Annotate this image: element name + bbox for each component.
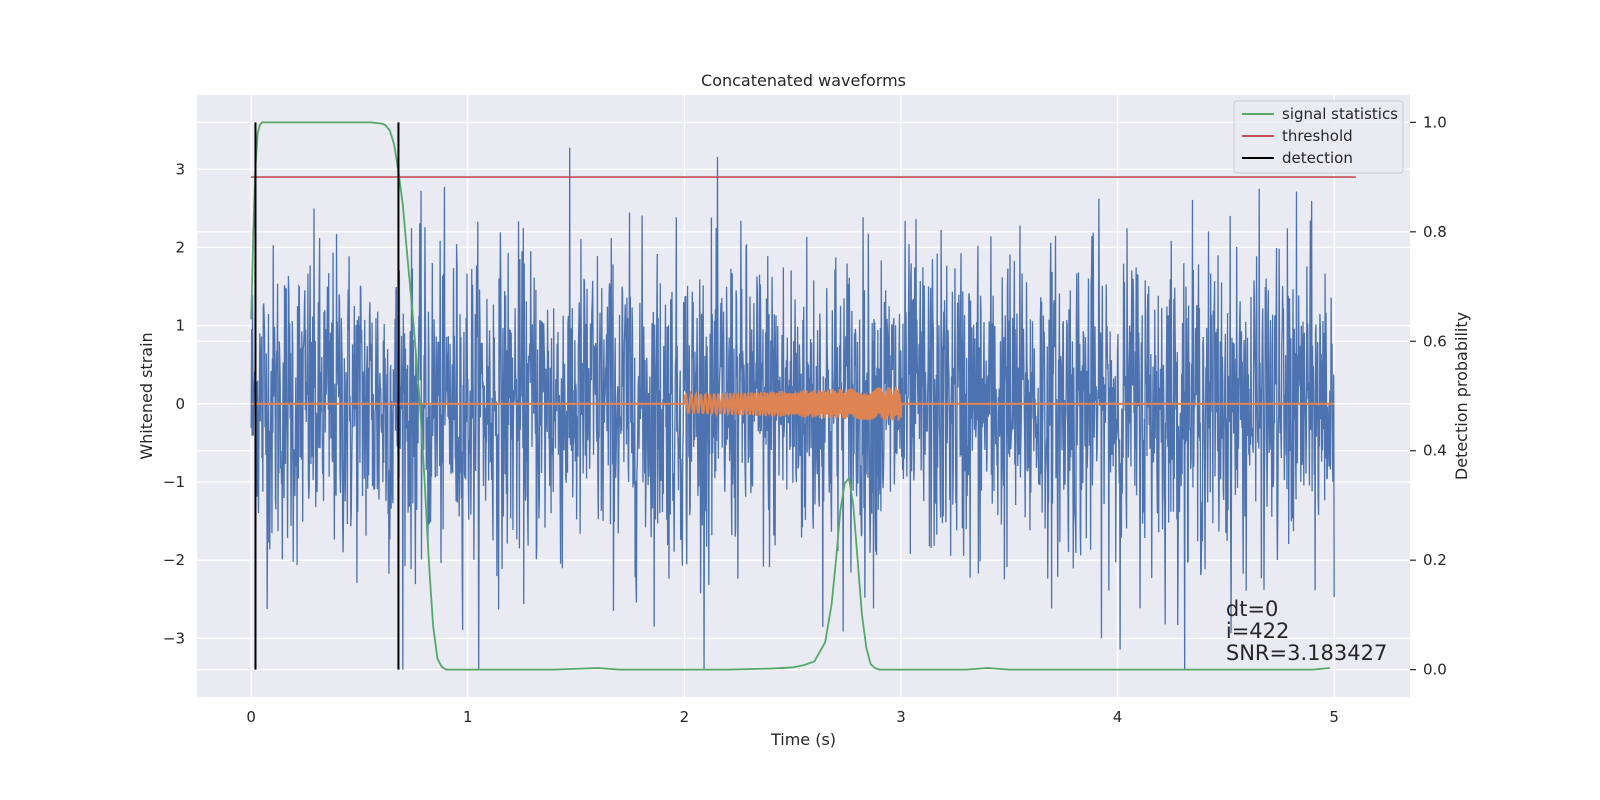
y-tick-label: −3: [163, 629, 185, 647]
y2-tick-label: 0.6: [1423, 332, 1447, 350]
y-tick-label: 1: [175, 317, 185, 335]
annotation: dt=0 i=422 SNR=3.183427: [1226, 597, 1387, 665]
x-tick-label: 4: [1113, 708, 1123, 726]
y2-tick-label: 0.8: [1423, 223, 1447, 241]
y-tick-label: 3: [175, 160, 185, 178]
y-tick-label: 2: [175, 238, 185, 256]
series-signal-statistics-line: [250, 121, 1330, 671]
y-tick-label: −2: [163, 551, 185, 569]
series-whitened-strain-line: [250, 147, 1335, 670]
legend-label-threshold: threshold: [1282, 127, 1353, 145]
annotation-snr: SNR=3.183427: [1226, 641, 1387, 665]
y2-tick-label: 0.0: [1423, 661, 1447, 679]
legend-label-detection: detection: [1282, 149, 1353, 167]
x-tick-label: 1: [463, 708, 473, 726]
x-tick-label: 3: [896, 708, 906, 726]
y-tick-label: 0: [175, 395, 185, 413]
x-axis-label: Time (s): [770, 730, 836, 749]
x-tick-label: 5: [1329, 708, 1339, 726]
chart-title: Concatenated waveforms: [701, 71, 906, 90]
y-axis-label: Whitened strain: [137, 332, 156, 459]
legend-label-signal-statistics: signal statistics: [1282, 105, 1398, 123]
x-tick-label: 2: [680, 708, 690, 726]
series-injected-waveform-line: [251, 386, 1335, 421]
x-tick-label: 0: [246, 708, 256, 726]
ticks: 0 1 2 3 4 5 −3 −2 −1 0 1 2 3 0.0 0.2 0.4 0.6 0.8 1.0: [163, 113, 1447, 726]
y2-tick-label: 0.2: [1423, 551, 1447, 569]
y-tick-label: −1: [163, 473, 185, 491]
annotation-dt: dt=0: [1226, 597, 1279, 621]
y2-tick-label: 0.4: [1423, 442, 1447, 460]
legend-box: [1233, 100, 1404, 174]
traces: [250, 121, 1356, 671]
annotation-index: i=422: [1226, 619, 1290, 643]
y2-axis-label: Detection probability: [1452, 312, 1471, 480]
legend: signal statistics threshold detection: [1233, 100, 1404, 174]
y2-tick-label: 1.0: [1423, 113, 1447, 131]
